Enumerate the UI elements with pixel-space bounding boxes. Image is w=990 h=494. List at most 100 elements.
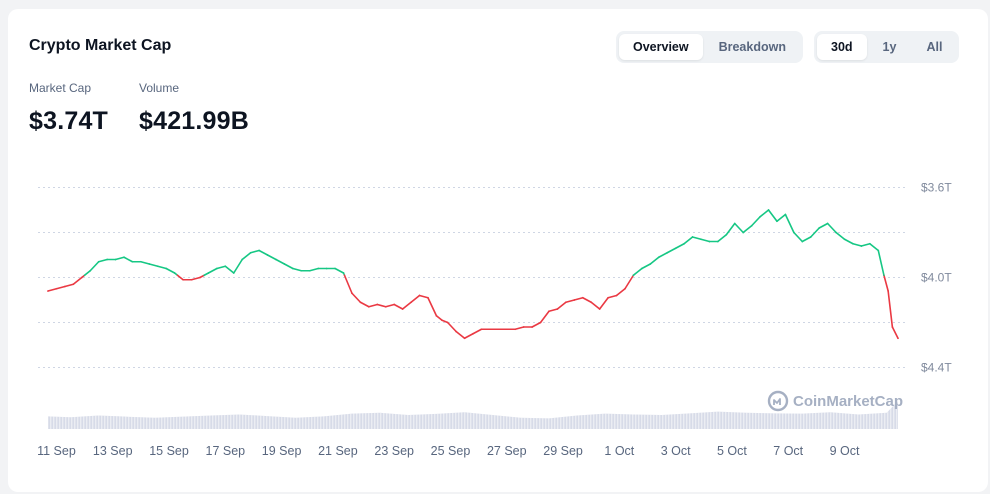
price-point[interactable] bbox=[317, 267, 319, 270]
price-point[interactable] bbox=[809, 236, 812, 238]
price-point[interactable] bbox=[80, 276, 83, 279]
price-point[interactable] bbox=[641, 267, 643, 270]
price-point[interactable] bbox=[835, 231, 837, 234]
price-point[interactable] bbox=[376, 303, 379, 306]
price-point[interactable] bbox=[156, 265, 159, 268]
price-point[interactable] bbox=[55, 287, 58, 290]
price-point[interactable] bbox=[717, 240, 719, 243]
price-point[interactable] bbox=[514, 328, 517, 331]
price-point[interactable] bbox=[418, 294, 421, 297]
price-point[interactable] bbox=[410, 301, 412, 304]
price-point[interactable] bbox=[657, 256, 660, 259]
price-point[interactable] bbox=[435, 314, 438, 317]
price-point[interactable] bbox=[224, 265, 227, 268]
price-point[interactable] bbox=[818, 227, 820, 229]
price-point[interactable] bbox=[615, 294, 618, 297]
price-point[interactable] bbox=[190, 278, 193, 281]
price-point[interactable] bbox=[275, 258, 277, 261]
price-point[interactable] bbox=[446, 321, 449, 324]
range-30d[interactable]: 30d bbox=[817, 34, 867, 60]
price-point[interactable] bbox=[784, 213, 787, 216]
price-point[interactable] bbox=[300, 269, 303, 272]
price-point[interactable] bbox=[266, 254, 269, 256]
price-point[interactable] bbox=[683, 242, 685, 245]
price-point[interactable] bbox=[249, 251, 252, 254]
price-point[interactable] bbox=[241, 258, 244, 261]
price-point[interactable] bbox=[472, 332, 474, 335]
price-point[interactable] bbox=[351, 292, 353, 295]
range-all[interactable]: All bbox=[926, 40, 943, 54]
price-point[interactable] bbox=[140, 260, 142, 263]
price-point[interactable] bbox=[598, 308, 601, 310]
price-point[interactable] bbox=[505, 328, 508, 331]
price-point[interactable] bbox=[632, 274, 635, 277]
price-point[interactable] bbox=[283, 263, 286, 265]
price-point[interactable] bbox=[548, 310, 550, 313]
price-point[interactable] bbox=[258, 249, 260, 252]
price-point[interactable] bbox=[539, 321, 542, 324]
price-point[interactable] bbox=[308, 269, 311, 272]
price-point[interactable] bbox=[522, 326, 525, 328]
price-point[interactable] bbox=[887, 290, 889, 292]
price-point[interactable] bbox=[342, 272, 345, 274]
price-point[interactable] bbox=[393, 303, 395, 306]
price-point[interactable] bbox=[767, 209, 770, 211]
price-point[interactable] bbox=[441, 319, 443, 322]
price-point[interactable] bbox=[216, 267, 218, 270]
price-point[interactable] bbox=[897, 337, 899, 340]
price-point[interactable] bbox=[759, 215, 761, 218]
price-point[interactable] bbox=[148, 263, 151, 265]
price-point[interactable] bbox=[182, 278, 184, 281]
price-point[interactable] bbox=[114, 258, 117, 261]
price-point[interactable] bbox=[733, 222, 736, 225]
tab-breakdown[interactable]: Breakdown bbox=[718, 40, 786, 54]
price-point[interactable] bbox=[860, 245, 863, 247]
price-point[interactable] bbox=[401, 308, 404, 310]
price-point[interactable] bbox=[97, 260, 100, 263]
price-point[interactable] bbox=[47, 290, 49, 292]
price-point[interactable] bbox=[742, 231, 744, 234]
price-point[interactable] bbox=[480, 328, 483, 331]
price-point[interactable] bbox=[750, 224, 753, 227]
price-point[interactable] bbox=[666, 251, 669, 254]
price-point[interactable] bbox=[106, 258, 108, 261]
price-point[interactable] bbox=[455, 330, 457, 333]
price-point[interactable] bbox=[368, 305, 370, 308]
market-cap-chart[interactable]: CoinMarketCap $3.6T $4.0T $4.4T 11 Sep 13 S… bbox=[8, 9, 988, 492]
price-point[interactable] bbox=[427, 296, 429, 299]
price-point[interactable] bbox=[359, 301, 362, 304]
price-point[interactable] bbox=[877, 249, 880, 252]
price-point[interactable] bbox=[556, 308, 559, 310]
price-point[interactable] bbox=[384, 305, 387, 308]
price-point[interactable] bbox=[72, 283, 75, 286]
price-point[interactable] bbox=[123, 256, 125, 259]
price-point[interactable] bbox=[64, 285, 66, 288]
price-point[interactable] bbox=[325, 267, 328, 270]
price-point[interactable] bbox=[674, 247, 677, 250]
price-point[interactable] bbox=[708, 240, 711, 243]
price-point[interactable] bbox=[173, 272, 176, 274]
price-point[interactable] bbox=[793, 231, 795, 234]
price-point[interactable] bbox=[489, 328, 491, 331]
price-point[interactable] bbox=[826, 222, 829, 225]
price-point[interactable] bbox=[624, 287, 626, 290]
price-point[interactable] bbox=[581, 296, 584, 299]
price-point[interactable] bbox=[691, 236, 694, 238]
price-point[interactable] bbox=[883, 274, 885, 277]
price-point[interactable] bbox=[700, 238, 702, 241]
price-point[interactable] bbox=[165, 267, 168, 270]
price-point[interactable] bbox=[463, 337, 466, 340]
price-point[interactable] bbox=[891, 326, 894, 328]
price-point[interactable] bbox=[131, 260, 134, 263]
price-point[interactable] bbox=[565, 301, 567, 304]
price-point[interactable] bbox=[649, 263, 652, 265]
price-point[interactable] bbox=[497, 328, 500, 331]
tab-overview[interactable]: Overview bbox=[619, 34, 703, 60]
price-point[interactable] bbox=[843, 238, 846, 241]
price-point[interactable] bbox=[207, 272, 210, 274]
price-point[interactable] bbox=[725, 233, 728, 236]
price-point[interactable] bbox=[573, 299, 576, 301]
price-point[interactable] bbox=[292, 267, 294, 270]
range-1y[interactable]: 1y bbox=[882, 40, 897, 54]
price-point[interactable] bbox=[590, 301, 593, 304]
